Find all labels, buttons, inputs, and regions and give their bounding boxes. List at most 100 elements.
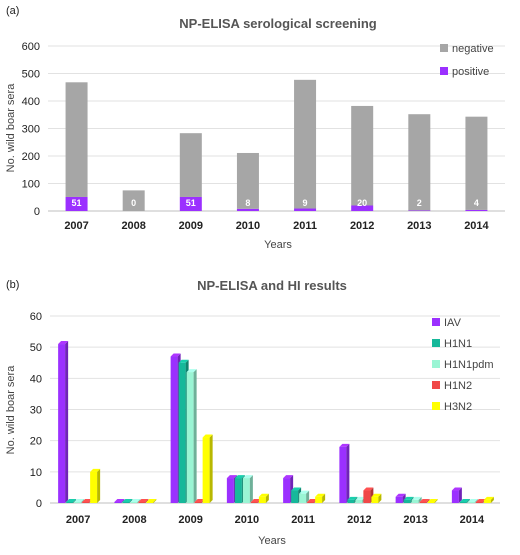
chart-a-bar-negative — [351, 105, 374, 206]
chart-b: (b) NP-ELISA and HI results No. wild boa… — [5, 278, 500, 547]
chart-a-legend-swatch-negative — [440, 44, 448, 52]
chart-b-bar-H1N1pdm — [467, 499, 478, 503]
chart-a-ytick: 100 — [22, 179, 40, 191]
chart-a-bar-positive — [465, 209, 488, 211]
chart-a-data-label: 51 — [72, 198, 82, 208]
chart-a-xtick: 2011 — [293, 220, 317, 232]
chart-a-bar-negative — [408, 114, 431, 211]
chart-a-xtick: 2007 — [64, 220, 88, 232]
chart-a-xtick: 2008 — [121, 220, 145, 232]
chart-b-ytick: 20 — [30, 436, 42, 448]
chart-a-data-label: 9 — [303, 198, 308, 208]
chart-a-legend-negative: negative — [452, 43, 494, 55]
chart-a-bar-positive — [351, 205, 374, 211]
chart-a-bar-positive — [179, 196, 202, 211]
chart-a-legend-positive: positive — [452, 66, 489, 78]
chart-b-xtick: 2012 — [347, 514, 371, 526]
chart-b-legend-H1N2: H1N2 — [444, 380, 472, 392]
chart-a-bar-negative — [65, 82, 88, 197]
chart-b-ylabel: No. wild boar sera — [5, 365, 17, 455]
chart-a-xtick: 2012 — [350, 220, 374, 232]
panel-label-a: (a) — [6, 5, 19, 17]
chart-a-bar-positive — [236, 208, 259, 211]
chart-b-xtick: 2009 — [178, 514, 202, 526]
chart-a-data-label: 0 — [131, 198, 136, 208]
chart-b-bar-H1N1pdm — [186, 369, 197, 503]
chart-b-bar-H1N1pdm — [242, 475, 253, 503]
chart-b-xtick: 2013 — [403, 514, 427, 526]
chart-b-ytick: 50 — [30, 342, 42, 354]
chart-a-ytick: 600 — [22, 41, 40, 53]
chart-a-bar-negative — [465, 116, 488, 210]
chart-a-bar-positive — [65, 196, 88, 211]
chart-b-xtick: 2008 — [122, 514, 146, 526]
chart-b-bar-IAV — [58, 341, 69, 503]
chart-a-xtick: 2010 — [236, 220, 260, 232]
chart-b-bar-IAV — [339, 443, 350, 503]
chart-a-data-label: 8 — [245, 198, 250, 208]
chart-b-legend-swatch-H1N2 — [432, 381, 440, 389]
chart-a-data-label: 51 — [186, 198, 196, 208]
chart-b-ytick: 30 — [30, 405, 42, 417]
chart-b-ytick: 0 — [36, 498, 42, 510]
chart-a-ytick: 500 — [22, 69, 40, 81]
chart-b-bar-H1N1 — [459, 499, 470, 503]
chart-b-legend-H3N2: H3N2 — [444, 401, 472, 413]
chart-a-bar-positive — [408, 210, 431, 211]
chart-b-bar-H1N1pdm — [74, 499, 85, 503]
chart-b-legend-swatch-IAV — [432, 318, 440, 326]
chart-b-xtick: 2010 — [235, 514, 259, 526]
chart-a-ytick: 200 — [22, 151, 40, 163]
chart-a-data-label: 20 — [357, 198, 367, 208]
chart-b-bar-H1N1pdm — [299, 490, 310, 503]
chart-b-bar-H3N2 — [90, 468, 101, 503]
chart-b-bar-H3N2 — [146, 499, 157, 503]
chart-a-bar-negative — [122, 190, 145, 211]
chart-a-xtick: 2009 — [179, 220, 203, 232]
chart-b-bar-H1N1pdm — [130, 499, 141, 503]
chart-b-bar-IAV — [451, 487, 462, 503]
chart-b-bar-H3N2 — [315, 493, 326, 503]
chart-b-legend-H1N1: H1N1 — [444, 338, 472, 350]
chart-a-bar-positive — [294, 208, 317, 211]
chart-a-data-label: 2 — [417, 198, 422, 208]
chart-b-legend-swatch-H3N2 — [432, 402, 440, 410]
chart-a-data-label: 4 — [474, 198, 479, 208]
chart-a-title: NP-ELISA serological screening — [179, 16, 377, 31]
chart-b-legend-IAV: IAV — [444, 317, 462, 329]
chart-b-bar-H3N2 — [202, 434, 213, 503]
chart-a-ytick: 0 — [34, 206, 40, 218]
chart-b-ytick: 40 — [30, 373, 42, 385]
chart-a-xlabel: Years — [264, 239, 292, 251]
chart-b-bar-H3N2 — [371, 493, 382, 503]
chart-a: (a) NP-ELISA serological screening No. w… — [5, 5, 505, 251]
chart-b-bar-H3N2 — [427, 499, 438, 503]
chart-b-bar-H1N1pdm — [411, 496, 422, 503]
chart-b-bar-H1N2 — [419, 499, 430, 503]
chart-b-xlabel: Years — [258, 535, 286, 547]
chart-a-legend-swatch-positive — [440, 67, 448, 75]
chart-b-ytick: 60 — [30, 311, 42, 323]
chart-a-bar-negative — [294, 79, 317, 209]
chart-a-xtick: 2014 — [464, 220, 489, 232]
chart-a-ytick: 400 — [22, 96, 40, 108]
panel-label-b: (b) — [6, 279, 19, 291]
chart-a-bar-negative — [179, 133, 202, 197]
chart-b-ytick: 10 — [30, 467, 42, 479]
chart-b-xtick: 2011 — [291, 514, 315, 526]
chart-b-bar-IAV — [114, 499, 125, 503]
chart-a-bar-negative — [236, 152, 259, 209]
chart-b-legend-swatch-H1N1 — [432, 339, 440, 347]
chart-b-xtick: 2007 — [66, 514, 90, 526]
chart-b-bar-H3N2 — [483, 496, 494, 503]
chart-b-bar-H3N2 — [258, 493, 269, 503]
chart-a-ylabel: No. wild boar sera — [5, 83, 17, 173]
chart-b-title: NP-ELISA and HI results — [197, 278, 347, 293]
chart-a-xtick: 2013 — [407, 220, 431, 232]
chart-a-ytick: 300 — [22, 124, 40, 136]
chart-b-bar-H1N1 — [66, 499, 77, 503]
chart-b-legend-H1N1pdm: H1N1pdm — [444, 359, 494, 371]
chart-b-xtick: 2014 — [460, 514, 485, 526]
chart-b-legend-swatch-H1N1pdm — [432, 360, 440, 368]
